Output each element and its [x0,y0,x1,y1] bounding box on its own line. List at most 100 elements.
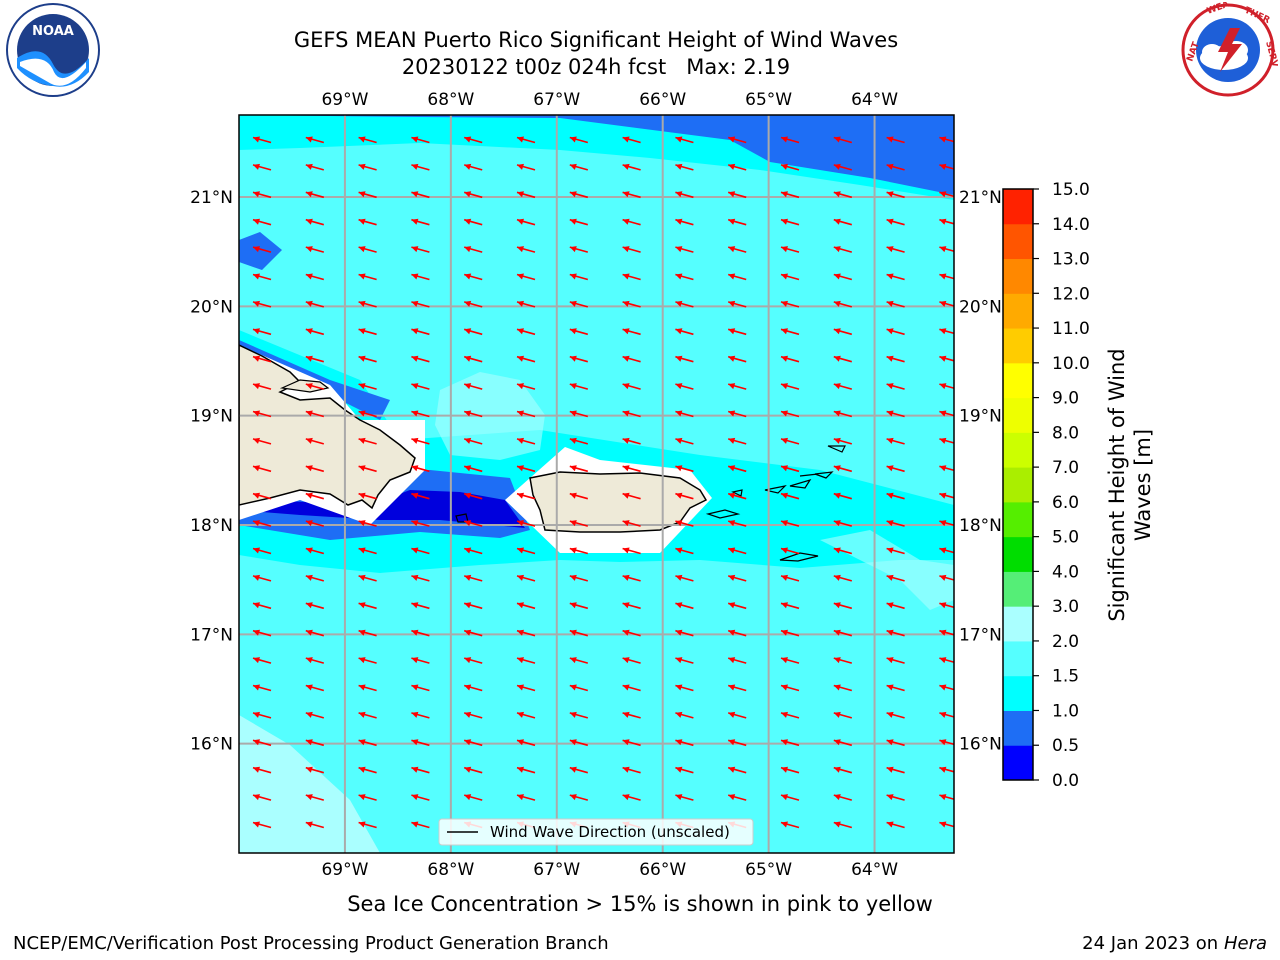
wave-direction-arrow [358,300,377,308]
wave-direction-arrow [463,602,483,610]
lat-label-right: 20°N [959,297,1002,317]
wave-direction-arrow [305,821,325,829]
wave-direction-arrow [622,273,641,281]
lon-label-bottom: 64°W [851,860,898,880]
colorbar-tick-label: 7.0 [1052,458,1079,478]
colorbar-tick-label: 10.0 [1052,354,1090,374]
colorbar-label-line2: Waves [m] [1131,429,1155,541]
wave-direction-arrow [305,383,325,390]
lat-label-left: 20°N [190,297,233,317]
lat-label-right: 17°N [959,625,1002,645]
wave-direction-arrow [939,711,954,718]
st-croix-island [779,552,819,562]
wave-direction-arrow [252,163,272,171]
wave-direction-arrow [886,657,905,664]
culebra-island [731,489,743,497]
wave-direction-arrow [727,246,747,253]
wave-direction-arrow [675,273,694,281]
wave-direction-arrow [622,437,641,445]
wave-direction-arrow [305,492,325,500]
colorbar-tick-label: 12.0 [1052,284,1090,304]
lon-label-bottom: 65°W [745,860,792,880]
wave-direction-arrow [252,136,272,144]
colorbar-segment [1003,467,1033,503]
map-legend: Wind Wave Direction (unscaled) [438,818,754,846]
wave-direction-arrow [780,410,800,418]
wave-direction-arrow [780,437,800,445]
wave-direction-arrow [886,383,905,390]
wave-direction-arrow [516,794,536,801]
wave-direction-arrow [463,383,483,390]
wave-direction-arrow [886,520,905,527]
wave-direction-arrow [569,465,589,473]
wave-direction-arrow [886,821,905,829]
wave-band-lowest [262,490,525,528]
wave-direction-arrow [252,465,272,473]
wave-direction-arrow [833,520,853,527]
wave-direction-arrow [727,492,747,500]
wave-direction-arrow [622,136,641,144]
colorbar-tick-label: 5.0 [1052,528,1079,548]
wave-direction-arrow [886,300,905,308]
wave-direction-arrow [463,684,483,692]
wave-direction-arrow [252,492,272,500]
wave-direction-arrow [516,410,536,418]
wave-direction-arrow [622,574,641,582]
wave-direction-arrow [622,602,641,610]
wave-direction-arrow [516,273,536,281]
wave-direction-arrow [411,657,430,664]
wave-direction-arrow [252,739,272,747]
lon-label-top: 69°W [321,90,368,110]
wave-direction-arrow [305,465,325,473]
lat-label-right: 16°N [959,735,1002,755]
wave-direction-arrow [833,300,853,308]
wave-direction-arrow [780,492,800,500]
wave-direction-arrow [411,163,430,171]
date-credit: 24 Jan 2023 on Hera [1082,933,1267,954]
wave-direction-arrow [727,273,747,281]
wave-direction-arrow [886,218,905,226]
wave-direction-arrow [305,711,325,719]
wave-direction-arrow [569,629,589,637]
wave-direction-arrow [886,629,905,637]
wave-direction-arrow [252,437,272,445]
colorbar-tick-label: 15.0 [1052,180,1090,200]
wave-direction-arrow [622,410,641,418]
wave-direction-arrow [463,273,483,281]
wave-direction-arrow [780,821,800,829]
wave-direction-arrow [727,629,747,637]
wave-direction-arrow [569,410,589,418]
wave-direction-arrow [780,246,800,253]
wave-patch-west [239,232,282,270]
wave-direction-arrow [516,766,536,774]
wave-direction-arrow [569,684,589,692]
wave-direction-arrow [833,657,853,664]
wave-direction-arrow [939,492,954,499]
wave-direction-arrow [622,246,641,253]
wave-direction-arrow [358,739,377,747]
lat-label-left: 16°N [190,735,233,755]
wave-direction-arrow [780,328,800,336]
wave-direction-arrow [463,547,483,555]
wave-direction-arrow [411,574,430,582]
wave-direction-arrow [675,355,694,363]
wave-direction-arrow [569,794,589,801]
branch-credit: NCEP/EMC/Verification Post Processing Pr… [13,933,609,954]
lon-label-top: 65°W [745,90,792,110]
wave-direction-arrow [358,383,377,390]
wave-direction-arrow [411,355,430,363]
wind-wave-arrows [252,136,954,829]
wave-direction-arrow [411,711,430,719]
wave-direction-arrow [780,218,800,226]
lat-label-left: 19°N [190,407,233,427]
wave-direction-arrow [886,547,905,555]
date-text: 24 Jan 2023 on [1082,933,1224,954]
wave-direction-arrow [727,794,747,801]
wave-direction-arrow [358,136,377,144]
colorbar-tick-label: 8.0 [1052,423,1079,443]
wave-direction-arrow [622,191,641,199]
tortuga-island [279,379,330,393]
wave-band-darkblue-north [239,115,954,195]
wave-direction-arrow [516,711,536,719]
wave-direction-arrow [305,300,325,308]
